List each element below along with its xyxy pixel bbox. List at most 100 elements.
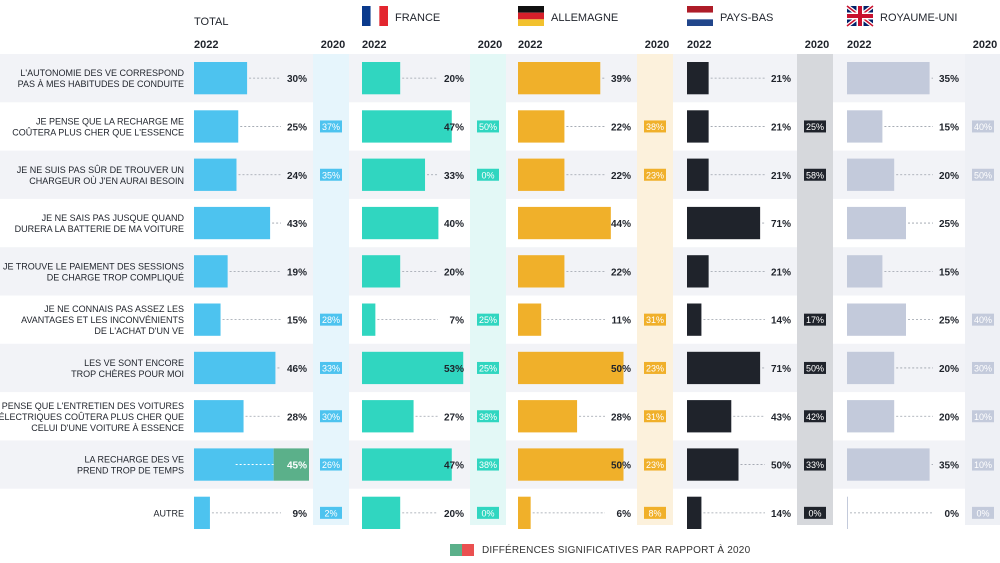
value-2022-label-royaumeuni: 20% (939, 364, 959, 375)
bar-royaumeuni (847, 496, 848, 529)
value-2022-label-total: 46% (287, 364, 307, 375)
bar-allemagne (518, 351, 624, 385)
bar-allemagne (518, 158, 565, 191)
value-2020-badge-paysbas (804, 168, 826, 181)
bar-paysbas (687, 496, 702, 529)
value-2022-label-france: 53% (444, 364, 464, 375)
value-2020-label-total: 26% (322, 460, 340, 470)
bar-total (194, 62, 248, 95)
value-2020-label-france: 50% (479, 122, 497, 132)
value-2022-label-total: 9% (293, 509, 308, 520)
value-2022-label-france: 7% (450, 316, 465, 327)
category-label: JE NE SAIS PAS JUSQUE QUAND DURERA LA BAT… (15, 213, 185, 234)
bar-france (362, 158, 426, 191)
value-2020-label-paysbas: 58% (806, 170, 824, 180)
bar-allemagne (518, 496, 531, 529)
category-label-line: PAS À MES HABITUDES DE CONDUITE (18, 79, 184, 89)
value-2020-label-allemagne: 31% (646, 412, 664, 422)
bar-paysbas (687, 255, 709, 288)
value-2022-label-total: 19% (287, 267, 307, 278)
value-2020-label-france: 38% (479, 460, 497, 470)
bar-france (362, 448, 452, 481)
bar-paysbas (687, 400, 732, 433)
category-label-line: JE NE SAIS PAS JUSQUE QUAND (42, 213, 185, 223)
year-2020-header-france: 2020 (478, 39, 502, 51)
value-2020-badge-royaumeuni (972, 506, 994, 519)
category-label-line: JE PENSE QUE LA RECHARGE ME (36, 116, 184, 126)
bar-allemagne (518, 110, 565, 143)
value-2022-label-allemagne: 6% (617, 509, 632, 520)
value-2022-label-total: 28% (287, 412, 307, 423)
legend-label: DIFFÉRENCES SIGNIFICATIVES PAR RAPPORT À… (482, 544, 751, 556)
group-header-royaumeuni: ROYAUME-UNI (880, 12, 957, 24)
bar-paysbas (687, 351, 761, 385)
value-2020-label-france: 25% (479, 315, 497, 325)
value-2020-badge-paysbas (804, 313, 826, 326)
value-2020-label-total: 2% (324, 508, 337, 518)
category-label: JE PENSE QUE LA RECHARGE ME COÛTERA PLUS … (12, 116, 184, 137)
value-2022-label-paysbas: 14% (771, 509, 791, 520)
col-2020-bg-paysbas (797, 54, 833, 525)
value-2022-label-royaumeuni: 25% (939, 219, 959, 230)
category-label: JE TROUVE LE PAIEMENT DES SESSIONS DE CHA… (3, 261, 184, 282)
value-2020-badge-france (477, 361, 499, 374)
value-2020-label-allemagne: 23% (646, 460, 664, 470)
year-2022-header-paysbas: 2022 (687, 39, 711, 51)
fr-flag (362, 6, 388, 26)
value-2020-label-total: 37% (322, 122, 340, 132)
bar-allemagne (518, 303, 542, 336)
value-2022-label-allemagne: 50% (611, 461, 631, 472)
category-label-line: COÛTERA PLUS CHER QUE L'ESSENCE (12, 127, 184, 137)
value-2020-label-france: 0% (481, 170, 494, 180)
value-2022-label-royaumeuni: 35% (939, 74, 959, 85)
value-2020-badge-allemagne (644, 168, 666, 181)
value-2022-label-allemagne: 22% (611, 122, 631, 133)
bar-allemagne (518, 400, 578, 433)
col-2020-bg-royaumeuni (965, 54, 1000, 525)
bar-royaumeuni (847, 448, 930, 481)
value-2020-label-total: 28% (322, 315, 340, 325)
value-2020-label-paysbas: 0% (808, 508, 821, 518)
value-2022-label-allemagne: 39% (611, 74, 631, 85)
value-2022-label-france: 33% (444, 171, 464, 182)
value-2022-label-total: 45% (287, 461, 307, 472)
bar-allemagne (518, 448, 624, 481)
value-2020-label-allemagne: 31% (646, 315, 664, 325)
value-2022-label-royaumeuni: 0% (945, 509, 960, 520)
value-2022-label-royaumeuni: 15% (939, 267, 959, 278)
year-2020-header-allemagne: 2020 (645, 39, 669, 51)
value-2020-badge-royaumeuni (972, 313, 994, 326)
value-2020-label-royaumeuni: 0% (976, 508, 989, 518)
value-2022-label-total: 43% (287, 219, 307, 230)
year-2022-header-allemagne: 2022 (518, 39, 542, 51)
category-label-line: JE NE CONNAIS PAS ASSEZ LES (44, 304, 184, 314)
group-header-france: FRANCE (395, 12, 440, 24)
value-2020-label-france: 25% (479, 363, 497, 373)
bar-total (194, 303, 221, 336)
category-label-line: LES VE SONT ENCORE (84, 358, 184, 368)
value-2022-label-allemagne: 22% (611, 267, 631, 278)
value-2022-label-paysbas: 21% (771, 74, 791, 85)
value-2022-label-allemagne: 11% (612, 316, 632, 327)
value-2022-label-paysbas: 71% (771, 219, 791, 230)
value-2020-label-royaumeuni: 40% (974, 315, 992, 325)
bar-royaumeuni (847, 303, 906, 336)
bar-total (194, 448, 274, 481)
bar-paysbas (687, 110, 709, 143)
bar-total (194, 206, 271, 240)
value-2022-label-france: 47% (444, 461, 464, 472)
category-label-line: AUTRE (153, 508, 184, 518)
bar-royaumeuni (847, 255, 883, 288)
value-2020-label-allemagne: 38% (646, 122, 664, 132)
value-2022-label-royaumeuni: 35% (939, 461, 959, 472)
year-2020-header-royaumeuni: 2020 (973, 39, 997, 51)
value-2020-label-royaumeuni: 10% (974, 412, 992, 422)
value-2020-badge-france (477, 313, 499, 326)
value-2022-label-paysbas: 21% (771, 171, 791, 182)
col-2020-bg-allemagne (637, 54, 673, 525)
value-2022-label-allemagne: 44% (611, 219, 631, 230)
value-2022-label-allemagne: 22% (611, 171, 631, 182)
bar-france (362, 110, 452, 143)
value-2020-label-allemagne: 8% (648, 508, 661, 518)
bar-france (362, 351, 464, 385)
